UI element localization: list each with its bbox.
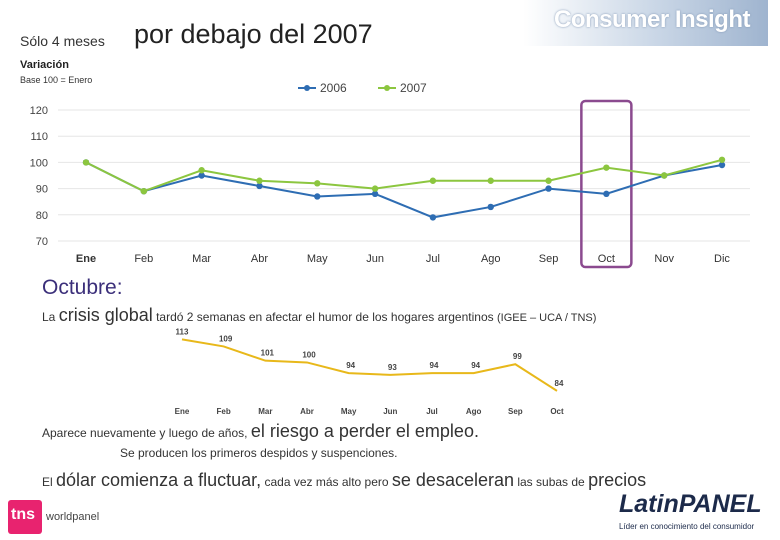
xtick-ene: Ene [76,253,96,265]
xtick-jul: Jul [426,253,440,265]
igee-xtick-mar: Mar [258,407,272,416]
series-line-2006 [85,161,723,219]
legend-label-2007: 2007 [400,81,427,95]
point-2007-may [314,180,321,187]
crisis-sentence: La crisis global tardó 2 semanas en afec… [42,305,596,326]
dollar-el: El [42,475,53,489]
brand-banner: Consumer Insight [523,0,768,46]
igee-xtick-feb: Feb [217,407,231,416]
brand-logo-text: Consumer Insight [553,6,751,33]
igee-label-mar: 101 [261,349,275,358]
tns-box [8,500,42,534]
igee-label-jul: 94 [430,361,439,370]
point-2007-jun [371,185,379,192]
point-2007-abr [256,177,263,184]
igee-xtick-oct: Oct [550,407,564,416]
igee-xtick-ago: Ago [466,407,482,416]
latinpanel-logo: LatinPANEL Líder en conocimiento del con… [615,490,775,536]
crisis-rest: tardó 2 semanas en afectar el humor de l… [156,310,494,324]
igee-series-line [181,338,558,392]
layoffs-sentence: Se producen los primeros despidos y susp… [120,446,398,460]
ytick-110: 110 [30,131,48,143]
dollar-higher: cada vez más alto pero [264,475,389,489]
point-2006-may [314,193,321,200]
main-line-chart: 70 80 90 100 110 120 Ene Feb Mar Abr May Jun Jul Ago S… [30,81,750,269]
igee-xtick-jun: Jun [383,407,397,416]
ytick-80: 80 [36,210,48,222]
dollar-fluctuate: dólar comienza a fluctuar, [56,470,262,490]
xtick-abr: Abr [251,253,268,265]
employment-risk: el riesgo a perder el empleo. [250,421,479,441]
page-title: por debajo del 2007 [134,19,373,49]
igee-label-sep: 99 [513,352,522,361]
ytick-100: 100 [30,157,48,169]
igee-label-abr: 100 [302,350,316,359]
xtick-feb: Feb [134,253,153,265]
point-2006-oct [603,190,610,198]
igee-xtick-may: May [341,407,357,416]
latinpanel-logo-text: LatinPANEL [619,490,762,518]
tns-logo-sub: worldpanel [46,511,100,523]
dollar-prices: precios [588,470,647,490]
igee-label-oct: 84 [555,379,564,388]
point-2007-mar [198,167,205,174]
xtick-dic: Dic [714,253,730,265]
point-2006-jul [429,214,437,221]
crisis-global: crisis global [58,305,153,325]
xtick-may: May [307,253,328,265]
legend-label-2006: 2006 [320,81,347,95]
dollar-sentence: El dólar comienza a fluctuar, cada vez m… [42,470,646,491]
xtick-mar: Mar [192,253,211,265]
latinpanel-tagline: Líder en conocimiento del consumidor [619,522,755,531]
point-2007-feb [140,188,148,195]
crisis-word-la: La [42,310,56,324]
point-2006-ago [487,203,494,211]
igee-xtick-ene: Ene [175,407,190,416]
xtick-nov: Nov [654,253,674,265]
point-2007-oct [603,164,610,171]
xtick-sep: Sep [539,253,559,265]
igee-line-chart: 113 109 101 100 94 93 94 94 99 84 Ene Feb Mar Abr May J… [175,328,564,416]
point-2007-sep [545,177,552,184]
igee-xtick-abr: Abr [300,407,314,416]
series-line-2007 [85,158,723,193]
point-2007-jul [429,177,437,184]
tns-worldpanel-logo: tns worldpanel [8,500,104,534]
chart-base-note: Base 100 = Enero [20,75,93,85]
igee-label-ago: 94 [471,361,480,370]
dollar-increases: las subas de [517,475,585,489]
highlight-oct-box [580,99,633,269]
point-2007-ene [82,159,90,166]
igee-label-may: 94 [346,361,355,370]
legend-dot-2006 [304,85,310,91]
point-2006-mar [198,172,205,179]
employment-sentence: Aparece nuevamente y luego de años, el r… [42,421,479,442]
igee-xtick-sep: Sep [508,407,523,416]
xtick-oct: Oct [598,253,615,265]
ytick-120: 120 [30,105,48,117]
ytick-90: 90 [36,184,48,196]
employment-intro: Aparece nuevamente y luego de años, [42,426,248,440]
xtick-jun: Jun [366,253,384,265]
point-2006-dic [718,161,726,169]
point-2006-jun [371,190,379,198]
dollar-slowdown: se desaceleran [391,470,514,490]
point-2007-nov [660,172,668,179]
crisis-source: (IGEE – UCA / TNS) [496,312,597,324]
igee-label-ene: 113 [176,328,189,336]
legend-dot-2007 [384,85,390,91]
igee-label-feb: 109 [219,334,233,343]
point-2007-ago [487,177,494,184]
tns-logo-text: tns [11,506,35,523]
point-2007-dic [718,156,726,163]
xtick-ago: Ago [481,253,501,265]
title-prefix: Sólo 4 meses [20,33,105,49]
point-2006-abr [256,182,263,190]
point-2006-sep [545,185,552,192]
ytick-70: 70 [36,236,48,248]
octubre-heading: Octubre: [42,276,123,299]
chart-ylabel: Variación [20,59,69,71]
igee-xtick-jul: Jul [426,407,438,416]
igee-label-jun: 93 [388,363,397,372]
